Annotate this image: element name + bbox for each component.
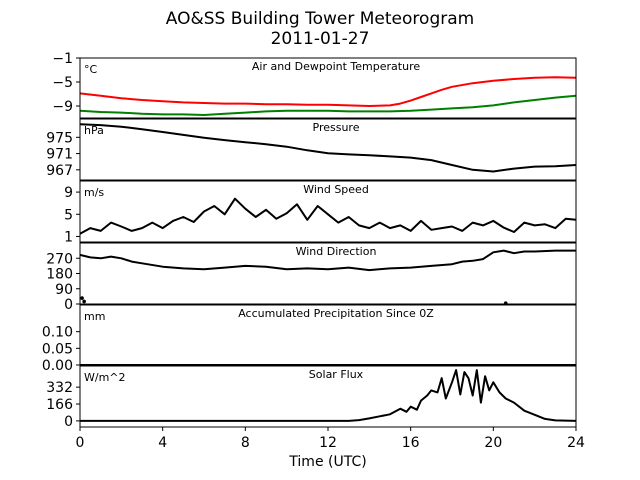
- panels-group: Air and Dewpoint Temperature °C −1 −5 −9 Pres…: [42, 51, 577, 431]
- panel-solar-series-0: [80, 369, 577, 422]
- x-tick-label-1: 4: [158, 435, 167, 451]
- panel-wind_speed-frame: [79, 180, 577, 243]
- panel-temperature-ytick-label-2: −9: [52, 99, 73, 115]
- panel-wind_direction-ytick-label-2: 90: [55, 282, 73, 298]
- panel-temperature-series-1: [79, 94, 577, 116]
- panel-precipitation-ytick-label-1: 0.05: [42, 341, 73, 357]
- panel-wind_direction-ytick-label-0: 270: [46, 251, 73, 267]
- panel-wind_speed: Wind Speed m/s 9 5 1: [64, 180, 577, 245]
- figure-subtitle: 2011-01-27: [271, 29, 370, 49]
- panel-wind_speed-ytick-label-2: 1: [64, 229, 73, 245]
- panel-solar-ytick-label-0: 332: [46, 380, 73, 396]
- x-tick-label-3: 12: [319, 435, 337, 451]
- panel-pressure-title: Pressure: [313, 121, 360, 134]
- panel-precipitation-title: Accumulated Precipitation Since 0Z: [238, 307, 434, 320]
- x-tick-label-5: 20: [484, 435, 502, 451]
- x-tick-label-6: 24: [567, 435, 585, 451]
- x-tick-label-4: 16: [402, 435, 420, 451]
- panel-wind_direction-marker-0: [80, 296, 84, 300]
- panel-temperature: Air and Dewpoint Temperature °C −1 −5 −9: [52, 51, 577, 119]
- panel-wind_direction-series-0: [79, 249, 576, 272]
- figure-title: AO&SS Building Tower Meteorogram: [166, 9, 474, 29]
- panel-pressure-ytick-label-1: 971: [46, 147, 73, 163]
- panel-temperature-unit: °C: [84, 63, 98, 76]
- panel-solar-title: Solar Flux: [309, 368, 364, 381]
- panel-precipitation-unit: mm: [84, 310, 105, 323]
- panel-pressure-frame: [79, 118, 577, 181]
- panel-wind_direction-ytick-label-1: 180: [46, 267, 73, 283]
- panel-precipitation-ytick-label-0: 0.10: [42, 325, 73, 341]
- panel-wind_direction-ytick-label-3: 0: [64, 297, 73, 313]
- panel-wind_speed-ytick-label-1: 5: [64, 207, 73, 223]
- panel-solar-unit: W/m^2: [84, 371, 126, 384]
- panel-solar-ytick-label-1: 166: [46, 397, 73, 413]
- panel-precipitation-frame: [79, 304, 577, 366]
- panel-wind_speed-ytick-label-0: 9: [64, 185, 73, 201]
- x-axis: 0 4 8 12 16 20 24: [76, 435, 585, 451]
- panel-pressure-ytick-label-0: 975: [46, 130, 73, 146]
- panel-pressure-series-0: [79, 123, 577, 173]
- panel-precipitation: Accumulated Precipitation Since 0Z mm 0.10…: [42, 304, 577, 374]
- panel-temperature-ytick-label-1: −5: [52, 75, 73, 91]
- panel-precipitation-ytick-label-2: 0.00: [42, 358, 73, 374]
- panel-temperature-title: Air and Dewpoint Temperature: [252, 60, 420, 73]
- panel-temperature-ytick-label-0: −1: [52, 51, 73, 67]
- panel-wind_direction-title: Wind Direction: [296, 245, 377, 258]
- panel-wind_direction-marker-1: [82, 299, 86, 304]
- panel-pressure-unit: hPa: [84, 124, 104, 137]
- panel-pressure-ytick-label-2: 967: [46, 163, 73, 179]
- x-tick-label-2: 8: [241, 435, 250, 451]
- panel-wind_speed-unit: m/s: [84, 186, 104, 199]
- panel-temperature-series-0: [79, 76, 577, 107]
- panel-wind_speed-series-0: [79, 197, 577, 235]
- panel-wind_speed-title: Wind Speed: [303, 183, 369, 196]
- panel-solar-ytick-label-2: 0: [64, 414, 73, 430]
- panel-temperature-frame: [79, 57, 577, 119]
- x-axis-title: Time (UTC): [288, 454, 366, 470]
- x-tick-label-0: 0: [76, 435, 85, 451]
